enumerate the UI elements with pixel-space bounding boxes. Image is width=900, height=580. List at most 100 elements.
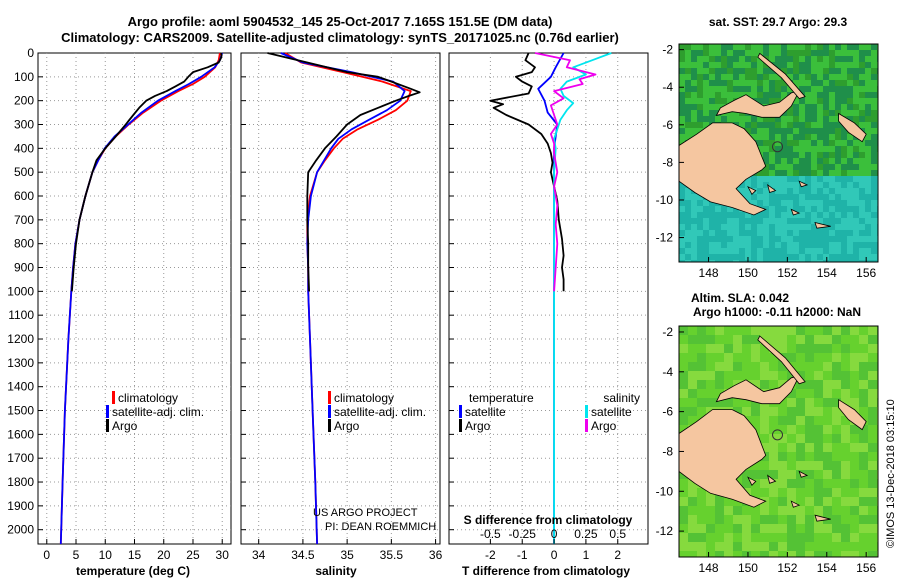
land-new-guinea [678, 122, 767, 216]
difference-x-ticks: -2 -1 0 1 2 [449, 52, 621, 562]
map-pixel [733, 407, 742, 416]
map-pixel [733, 56, 739, 62]
map-pixel [853, 188, 859, 194]
map-pixel [739, 80, 745, 86]
map-pixel [769, 80, 775, 86]
map-pixel [859, 260, 865, 262]
map-pixel [679, 212, 685, 218]
map-pixel [697, 398, 706, 407]
map-pixel [691, 224, 697, 230]
title-line-2: Climatology: CARS2009. Satellite-adjuste… [61, 30, 619, 45]
map-pixel [685, 194, 691, 200]
map-pixel [739, 212, 745, 218]
map-pixel [751, 182, 757, 188]
map-pixel [817, 200, 823, 206]
difference-top-x-label: S difference from climatology [464, 513, 633, 527]
map-pixel [853, 50, 859, 56]
map-pixel [739, 230, 745, 236]
map-pixel [793, 104, 799, 110]
map-pixel [805, 470, 814, 479]
map-pixel [796, 461, 805, 470]
map-pixel [868, 551, 877, 557]
map-pixel [871, 104, 877, 110]
map-pixel [733, 542, 742, 551]
map-pixel [868, 443, 877, 452]
map-pixel [703, 248, 709, 254]
map-pixel [859, 371, 868, 380]
map-pixel [787, 236, 793, 242]
map-pixel [715, 533, 724, 542]
map-pixel [763, 170, 769, 176]
map-pixel [691, 218, 697, 224]
map-pixel [823, 86, 829, 92]
map-pixel [868, 398, 877, 407]
sla-map-title-2: Argo h1000: -0.11 h2000: NaN [693, 305, 861, 319]
map-pixel [853, 152, 859, 158]
map-pixel [829, 62, 835, 68]
map-pixel [751, 416, 760, 425]
map-pixel [685, 74, 691, 80]
map-pixel [679, 371, 688, 380]
map-pixel [841, 110, 847, 116]
map-pixel [859, 146, 865, 152]
map-pixel [799, 98, 805, 104]
map-pixel [835, 230, 841, 236]
map-pixel [814, 461, 823, 470]
depth-tick-label: 1300 [7, 356, 34, 370]
map-pixel [769, 74, 775, 80]
map-pixel [787, 242, 793, 248]
map-pixel [847, 104, 853, 110]
map-pixel [787, 74, 793, 80]
map-pixel [817, 62, 823, 68]
map-pixel [778, 434, 787, 443]
depth-tick-label: 700 [14, 213, 34, 227]
map-pixel [787, 158, 793, 164]
map-pixel [724, 353, 733, 362]
map-pixel [697, 344, 706, 353]
map-pixel [685, 128, 691, 134]
map-pixel [823, 248, 829, 254]
map-pixel [832, 353, 841, 362]
map-pixel [724, 524, 733, 533]
map-pixel [814, 389, 823, 398]
map-pixel [685, 200, 691, 206]
map-pixel [715, 62, 721, 68]
map-pixel [868, 506, 877, 515]
depth-tick-label: 1100 [8, 308, 34, 322]
map-pixel [760, 371, 769, 380]
map-pixel [745, 80, 751, 86]
map-pixel [697, 362, 706, 371]
map-pixel [751, 116, 757, 122]
map-pixel [847, 164, 853, 170]
lon-tick-label: 148 [699, 561, 719, 575]
lon-tick-label: 150 [738, 561, 758, 575]
map-pixel [760, 515, 769, 524]
imos-timestamp: ©IMOS 13-Dec-2018 03:15:10 [885, 399, 897, 548]
map-pixel [691, 206, 697, 212]
map-pixel [778, 398, 787, 407]
map-pixel [793, 218, 799, 224]
map-pixel [679, 515, 688, 524]
map-pixel [841, 398, 850, 407]
map-pixel [745, 188, 751, 194]
map-pixel [805, 194, 811, 200]
map-pixel [721, 62, 727, 68]
map-pixel [799, 164, 805, 170]
map-pixel [739, 218, 745, 224]
map-pixel [868, 326, 877, 335]
map-pixel [799, 212, 805, 218]
s-diff-tick-label: 0.5 [609, 527, 626, 541]
map-pixel [697, 389, 706, 398]
map-pixel [727, 242, 733, 248]
map-pixel [679, 80, 685, 86]
map-pixel [871, 50, 877, 56]
map-pixel [703, 56, 709, 62]
map-pixel [781, 248, 787, 254]
map-pixel [865, 206, 871, 212]
map-pixel [751, 353, 760, 362]
map-pixel [850, 551, 859, 557]
map-pixel [769, 158, 775, 164]
map-pixel [865, 248, 871, 254]
difference-x-label: T difference from climatology [462, 564, 630, 578]
map-pixel [733, 86, 739, 92]
